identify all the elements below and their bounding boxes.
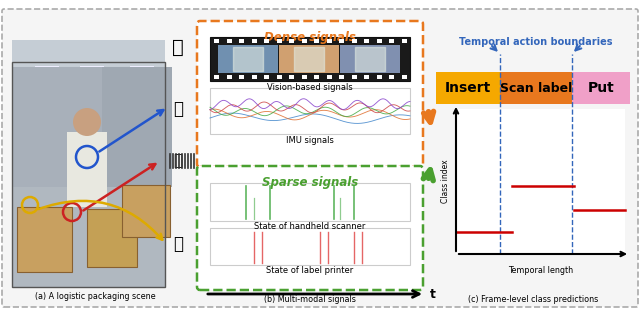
Bar [279, 45, 339, 73]
Bar [276, 39, 282, 43]
Bar [80, 66, 104, 72]
Bar [12, 137, 165, 287]
Bar [352, 75, 357, 79]
Bar [210, 37, 410, 81]
Bar [339, 39, 344, 43]
FancyBboxPatch shape [197, 21, 423, 167]
Bar [456, 109, 625, 254]
FancyBboxPatch shape [2, 9, 638, 307]
Text: State of handheld scanner: State of handheld scanner [254, 222, 365, 231]
Text: State of label printer: State of label printer [266, 266, 354, 275]
Bar [390, 75, 394, 79]
Text: 🎥: 🎥 [172, 37, 184, 57]
Bar [12, 62, 165, 287]
Bar [500, 72, 572, 104]
Bar [35, 66, 59, 72]
Bar [218, 45, 278, 73]
Bar [364, 39, 369, 43]
Bar [314, 75, 319, 79]
Text: Temporal length: Temporal length [508, 266, 573, 275]
Bar [214, 75, 219, 79]
Bar [264, 75, 269, 79]
Bar [210, 88, 410, 134]
Bar [12, 67, 102, 187]
Bar [227, 39, 232, 43]
Bar [239, 39, 244, 43]
Bar [301, 75, 307, 79]
Text: ⌚: ⌚ [173, 100, 183, 118]
Text: Dense signals: Dense signals [264, 31, 356, 44]
Bar [402, 75, 407, 79]
Bar [390, 39, 394, 43]
Bar [339, 75, 344, 79]
Bar [17, 207, 72, 272]
Bar [214, 39, 219, 43]
Bar [377, 39, 382, 43]
Text: Sparse signals: Sparse signals [262, 176, 358, 189]
Bar [301, 39, 307, 43]
Bar [252, 39, 257, 43]
Bar [264, 39, 269, 43]
Bar [364, 75, 369, 79]
Bar [289, 75, 294, 79]
Text: 🖨: 🖨 [173, 235, 183, 253]
Circle shape [73, 108, 101, 136]
Text: 📷: 📷 [173, 154, 182, 168]
Bar [67, 132, 107, 207]
Text: (b) Multi-modal signals: (b) Multi-modal signals [264, 295, 356, 304]
Text: Scan label: Scan label [500, 82, 572, 95]
Bar [340, 45, 400, 73]
Bar [572, 72, 630, 104]
Bar [314, 39, 319, 43]
Bar [289, 39, 294, 43]
Bar [122, 185, 170, 237]
Bar [252, 75, 257, 79]
Bar [227, 75, 232, 79]
Bar [210, 228, 410, 265]
Bar [12, 40, 165, 137]
Text: t: t [430, 287, 436, 300]
FancyBboxPatch shape [197, 166, 423, 290]
Bar [402, 39, 407, 43]
Text: Class index: Class index [442, 160, 451, 203]
Text: Put: Put [588, 81, 614, 95]
Text: IMU signals: IMU signals [286, 136, 334, 145]
Text: Insert: Insert [445, 81, 491, 95]
Text: Vision-based signals: Vision-based signals [267, 83, 353, 92]
Bar [352, 39, 357, 43]
Text: (c) Frame-level class predictions: (c) Frame-level class predictions [468, 295, 598, 304]
Text: Temporal action boundaries: Temporal action boundaries [459, 37, 612, 47]
Bar [210, 183, 410, 221]
Bar [102, 67, 172, 187]
Bar [87, 209, 137, 267]
Bar [327, 39, 332, 43]
Bar [239, 75, 244, 79]
Bar [327, 75, 332, 79]
Bar [130, 66, 154, 72]
Text: (a) A logistic packaging scene: (a) A logistic packaging scene [35, 292, 156, 301]
Bar [436, 72, 500, 104]
Bar [377, 75, 382, 79]
Bar [276, 75, 282, 79]
